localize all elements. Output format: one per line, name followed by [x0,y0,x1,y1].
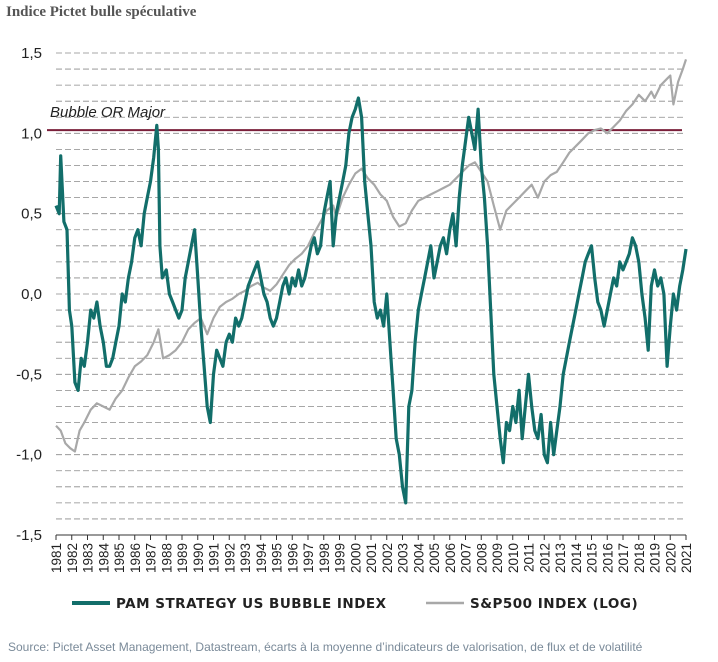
y-axis: 1,5 1,0 0,5 0,0 -0,5 -1,0 -1,5 [16,45,42,544]
x-tick-label: 1985 [112,543,127,573]
x-tick-label: 2009 [490,543,505,573]
x-tick-label: 2017 [616,543,631,573]
gridlines [56,52,686,536]
x-tick-label: 2012 [537,543,552,573]
x-tick-label: 2006 [443,543,458,573]
y-tick-label: 0,5 [21,206,42,223]
x-tick-label: 1994 [254,543,269,574]
x-tick-label: 2011 [522,543,537,572]
y-tick-label: 1,0 [21,125,42,142]
source-note: Source: Pictet Asset Management, Datastr… [8,640,643,654]
legend: PAM STRATEGY US BUBBLE INDEX S&P500 INDEX… [72,596,638,612]
x-tick-label: 1991 [207,543,222,573]
y-tick-label: 0,0 [21,286,42,303]
x-tick-label: 2018 [632,543,647,573]
x-tick-label: 1986 [128,543,143,573]
y-tick-label: 1,5 [21,45,42,62]
x-tick-label: 2015 [585,543,600,573]
x-tick-label: 2005 [427,543,442,573]
x-tick-label: 2008 [474,543,489,573]
y-tick-label: -0,5 [16,366,42,383]
y-tick-label: -1,0 [16,447,42,464]
x-tick-label: 1997 [301,543,316,573]
x-tick-label: 2001 [364,543,379,573]
x-axis: 1981 1982 1983 1984 1985 1986 1987 1988 1989 1990… [49,534,694,574]
x-tick-label: 2007 [459,543,474,573]
y-tick-label: -1,5 [16,527,42,544]
x-tick-label: 1984 [96,543,111,574]
x-tick-label: 2002 [380,543,395,573]
x-tick-label: 2010 [506,543,521,573]
x-tick-label: 1998 [317,543,332,573]
x-tick-label: 1982 [65,543,80,573]
x-tick-label: 2013 [553,543,568,573]
x-tick-label: 1999 [333,543,348,573]
x-tick-label: 1989 [175,543,190,573]
x-tick-label: 1992 [222,543,237,573]
x-tick-label: 1990 [191,543,206,573]
x-tick-label: 2020 [663,543,678,573]
bubble-index-chart: 1,51,00,50,0-0,5-1,0-1,5 1981 1982 1983 198… [16,45,694,612]
x-tick-label: 2016 [600,543,615,573]
series-line-bubble-index [54,96,688,505]
x-tick-label: 1987 [144,543,159,573]
x-tick-label: 2004 [411,543,426,574]
x-tick-label: 2014 [569,543,584,574]
legend-label: PAM STRATEGY US BUBBLE INDEX [116,596,387,612]
x-tick-label: 2003 [396,543,411,573]
x-tick-label: 1988 [159,543,174,573]
x-tick-label: 2019 [648,543,663,573]
legend-label: S&P500 INDEX (LOG) [470,596,638,612]
threshold-layer: Bubble OR Major [47,104,682,132]
x-tick-label: 2021 [679,543,694,573]
series-lines [54,59,688,505]
chart-title: Indice Pictet bulle spéculative [6,4,197,20]
x-tick-label: 1983 [81,543,96,573]
x-tick-label: 1993 [238,543,253,573]
x-tick-label: 2000 [348,543,363,573]
series-line-sp500 [55,59,688,453]
x-tick-label: 1981 [49,543,64,573]
x-tick-label: 1995 [270,543,285,573]
threshold-label: Bubble OR Major [50,104,166,121]
x-tick-label: 1996 [285,543,300,573]
